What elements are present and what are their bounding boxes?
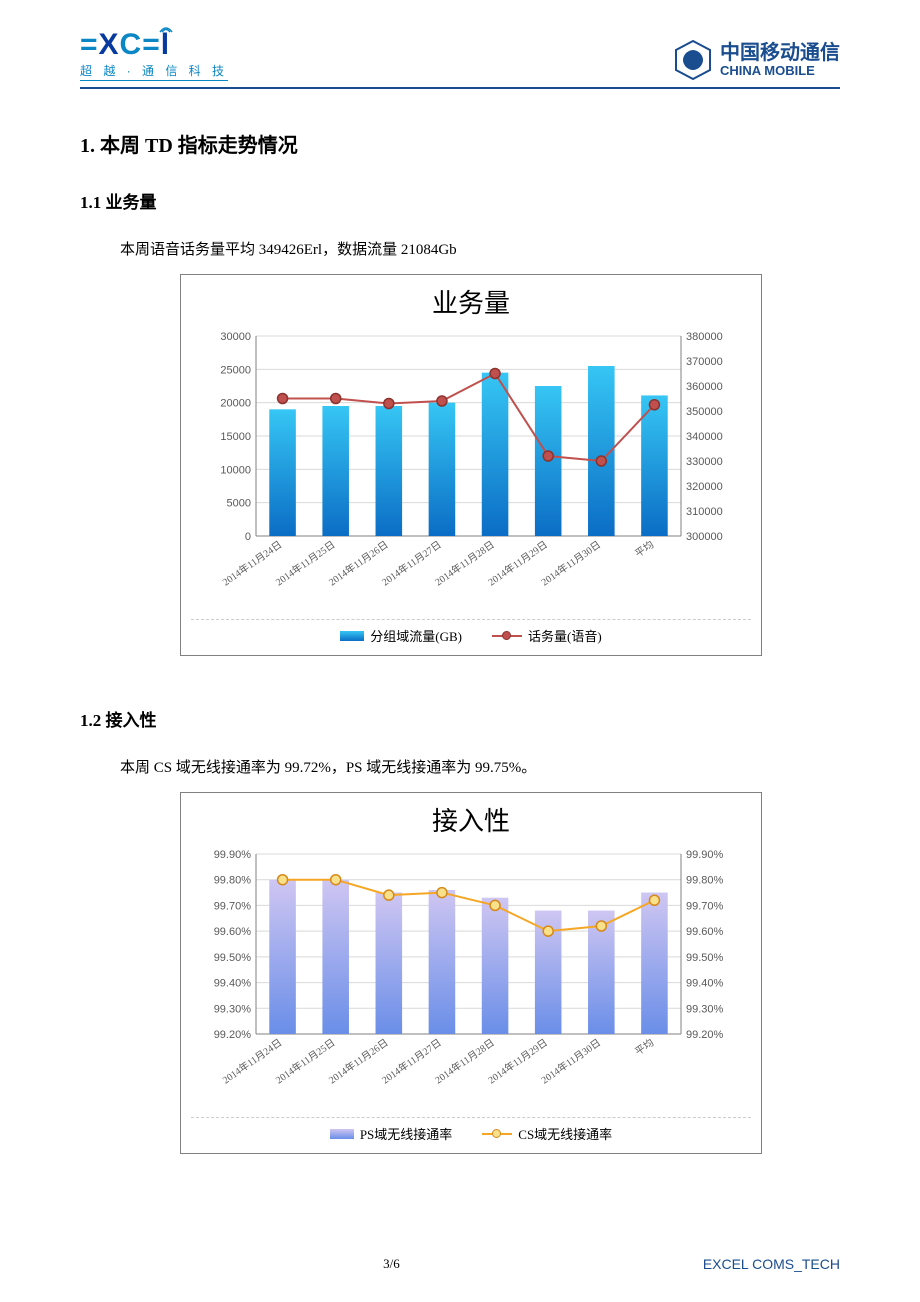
section-1-1-body: 本周语音话务量平均 349426Erl，数据流量 21084Gb (120, 238, 840, 259)
section-1-2-title: 1.2 接入性 (80, 706, 840, 731)
svg-text:20000: 20000 (220, 398, 251, 410)
svg-text:10000: 10000 (220, 464, 251, 476)
svg-text:99.80%: 99.80% (214, 875, 252, 887)
footer: 3/6 EXCEL COMS_TECH (80, 1256, 840, 1272)
svg-text:350000: 350000 (686, 406, 723, 418)
svg-text:30000: 30000 (220, 331, 251, 343)
legend-line-label: 话务量(语音) (528, 626, 602, 645)
legend-bar-label: PS域无线接通率 (360, 1124, 452, 1143)
svg-text:99.50%: 99.50% (214, 952, 252, 964)
svg-text:99.80%: 99.80% (686, 875, 724, 887)
svg-text:15000: 15000 (220, 431, 251, 443)
svg-text:25000: 25000 (220, 364, 251, 376)
logo-excel-main: =XC=l (80, 30, 170, 60)
svg-text:平均: 平均 (633, 539, 656, 560)
legend-line-label: CS域无线接通率 (518, 1124, 612, 1143)
logo-excel-sub: 超 越 · 通 信 科 技 (80, 62, 228, 81)
svg-text:99.30%: 99.30% (214, 1003, 252, 1015)
svg-text:320000: 320000 (686, 481, 723, 493)
wifi-icon (158, 22, 174, 34)
logo-excel: =XC=l 超 越 · 通 信 科 技 (80, 30, 228, 81)
svg-text:99.20%: 99.20% (214, 1029, 252, 1041)
svg-text:360000: 360000 (686, 381, 723, 393)
svg-text:99.40%: 99.40% (686, 978, 724, 990)
logo-mobile-cn: 中国移动通信 (720, 42, 840, 64)
svg-text:340000: 340000 (686, 431, 723, 443)
legend-bar-label: 分组域流量(GB) (370, 626, 462, 645)
svg-text:99.20%: 99.20% (686, 1029, 724, 1041)
legend-swatch-icon (330, 1129, 354, 1139)
svg-text:99.60%: 99.60% (686, 926, 724, 938)
svg-text:300000: 300000 (686, 531, 723, 543)
svg-text:99.60%: 99.60% (214, 926, 252, 938)
logo-china-mobile: 中国移动通信 CHINA MOBILE (672, 39, 840, 81)
chart-2-container: 接入性 99.20% 99.30% 99.40% 99.50% 99.60% 99.70%… (180, 792, 762, 1154)
legend-line-icon (492, 635, 522, 637)
logo-mobile-en: CHINA MOBILE (720, 64, 840, 78)
svg-text:0: 0 (245, 531, 251, 543)
section-1-title: 1. 本周 TD 指标走势情况 (80, 129, 840, 158)
legend-swatch-icon (340, 631, 364, 641)
section-1-1-title: 1.1 业务量 (80, 188, 840, 213)
svg-text:370000: 370000 (686, 356, 723, 368)
svg-text:99.70%: 99.70% (214, 900, 252, 912)
svg-text:平均: 平均 (633, 1037, 656, 1058)
svg-text:310000: 310000 (686, 506, 723, 518)
page-number: 3/6 (383, 1256, 400, 1272)
mobile-hex-icon (672, 39, 714, 81)
legend-line-icon (482, 1133, 512, 1135)
svg-text:99.40%: 99.40% (214, 978, 252, 990)
svg-text:2014年11月30日: 2014年11月30日 (539, 1036, 604, 1087)
svg-text:99.70%: 99.70% (686, 900, 724, 912)
header: =XC=l 超 越 · 通 信 科 技 中国移动通信 CHINA MOBILE (80, 30, 840, 89)
svg-text:99.90%: 99.90% (214, 849, 252, 861)
footer-right: EXCEL COMS_TECH (703, 1256, 840, 1272)
svg-text:380000: 380000 (686, 331, 723, 343)
section-1-2-body: 本周 CS 域无线接通率为 99.72%，PS 域无线接通率为 99.75%。 (120, 756, 840, 777)
chart-1-container: 业务量 0 5000 10000 15000 20000 25000 30000 300000… (180, 274, 762, 656)
svg-text:99.50%: 99.50% (686, 952, 724, 964)
chart-2-plot: 99.20% 99.30% 99.40% 99.50% 99.60% 99.70% 99.8… (191, 844, 751, 1104)
svg-text:2014年11月30日: 2014年11月30日 (539, 538, 604, 589)
svg-text:5000: 5000 (227, 498, 251, 510)
chart-2-title: 接入性 (191, 801, 751, 838)
chart-1-legend: 分组域流量(GB) 话务量(语音) (191, 619, 751, 645)
svg-text:99.90%: 99.90% (686, 849, 724, 861)
svg-text:330000: 330000 (686, 456, 723, 468)
chart-2-legend: PS域无线接通率 CS域无线接通率 (191, 1117, 751, 1143)
chart-1-title: 业务量 (191, 283, 751, 320)
svg-text:99.30%: 99.30% (686, 1003, 724, 1015)
chart-1-plot: 0 5000 10000 15000 20000 25000 30000 300000 3100… (191, 326, 751, 606)
